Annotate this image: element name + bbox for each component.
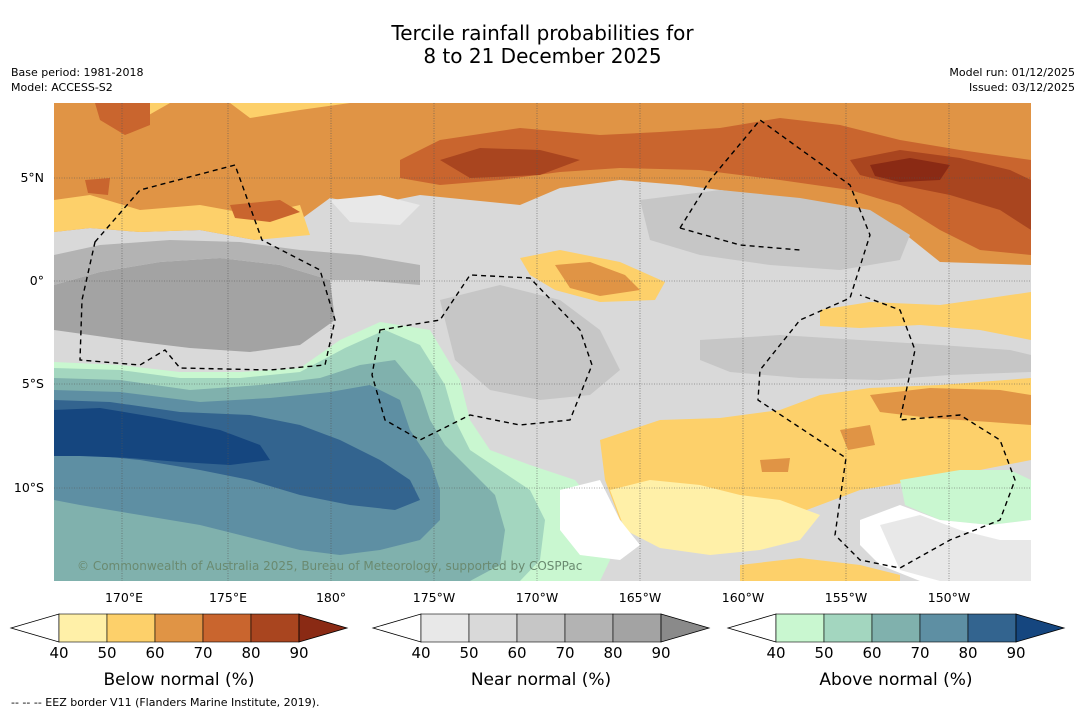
below-normal-colorbar-title: Below normal (%): [104, 670, 255, 690]
near-normal-colorbar-segment: [516, 613, 566, 643]
issued-date: Issued: 03/12/2025: [968, 81, 1075, 94]
near-normal-colorbar-title: Near normal (%): [471, 670, 611, 690]
above-normal-colorbar-min-arrow: [726, 613, 777, 643]
lon-label-175w: 175°W: [413, 590, 455, 605]
lat-label-5n: 5°N: [20, 170, 44, 185]
eez-legend-note: -- -- -- EEZ border V11 (Flanders Marine…: [11, 696, 320, 709]
graticule: [54, 103, 1031, 581]
below-normal-south-core: [760, 388, 1031, 472]
below-normal-colorbar-segment: [202, 613, 252, 643]
meta-right: Model run: 01/12/2025 Issued: 03/12/2025: [949, 65, 1075, 95]
above-normal-colorbar-tick: 50: [814, 644, 833, 662]
below-normal-colorbar-tick: 50: [97, 644, 116, 662]
below-normal-equatorial-core: [555, 262, 640, 296]
above-normal-colorbar-segment: [823, 613, 873, 643]
near-normal-colorbar-segment: [564, 613, 614, 643]
lon-label-170w: 170°W: [516, 590, 558, 605]
above-normal-colorbar-tick: 40: [766, 644, 785, 662]
above-normal-colorbar-segment: [967, 613, 1017, 643]
below-normal-east-band: [820, 292, 1031, 340]
lat-label-5s: 5°S: [22, 376, 44, 391]
above-normal-colorbar-tick: 60: [862, 644, 881, 662]
below-normal-colorbar-segment: [58, 613, 108, 643]
near-normal-colorbar-segment: [420, 613, 470, 643]
below-normal-south-bottom: [740, 558, 900, 581]
lat-label-0: 0°: [30, 273, 44, 288]
near-normal-colorbar-segment: [468, 613, 518, 643]
lon-label-165w: 165°W: [619, 590, 661, 605]
eez-borders: [79, 119, 1016, 569]
near-normal-east-core-2: [700, 335, 1031, 380]
below-normal-colorbar-tick: 70: [193, 644, 212, 662]
below-normal-colorbar-segment: [154, 613, 204, 643]
lat-axis-labels: 5°N 0° 5°S 10°S: [14, 170, 44, 495]
map-title: Tercile rainfall probabilities for 8 to …: [0, 22, 1085, 68]
white-area-south: [560, 480, 640, 560]
near-normal-colorbar-tick: 60: [507, 644, 526, 662]
base-period: Base period: 1981-2018: [11, 66, 144, 79]
title-line-1: Tercile rainfall probabilities for: [391, 21, 694, 45]
below-normal-colorbar-tick: 40: [49, 644, 68, 662]
below-normal-colorbar: 40 50 60 70 80 90 Below normal (%): [9, 613, 349, 690]
below-normal-colorbar-tick: 80: [241, 644, 260, 662]
below-normal-north-edge-light: [54, 103, 350, 240]
model-name: Model: ACCESS-S2: [11, 81, 113, 94]
above-normal-colorbar-max-arrow: [1015, 613, 1066, 643]
near-normal-east-core: [640, 190, 910, 270]
above-normal-colorbar: 40 50 60 70 80 90 Above normal (%): [726, 613, 1066, 690]
colorbars: 40 50 60 70 80 90 Below normal (%) 40 50 60 70 80 90…: [9, 613, 1066, 690]
above-normal-colorbar-segment: [871, 613, 921, 643]
below-normal-colorbar-tick: 90: [289, 644, 308, 662]
near-normal-west-ring: [54, 240, 420, 285]
above-normal-colorbar-segment: [775, 613, 825, 643]
above-normal-southeast: [900, 470, 1031, 525]
probability-field: [54, 103, 1031, 581]
near-normal-colorbar: 40 50 60 70 80 90 Near normal (%): [371, 613, 711, 690]
below-normal-colorbar-segment: [250, 613, 300, 643]
below-normal-colorbar-segment: [106, 613, 156, 643]
meta-left: Base period: 1981-2018 Model: ACCESS-S2: [11, 65, 143, 95]
lon-axis-labels: 170°E 175°E 180° 175°W 170°W 165°W 160°W…: [105, 590, 970, 605]
near-normal-southeast: [880, 515, 1031, 581]
above-normal-colorbar-tick: 80: [958, 644, 977, 662]
below-normal-colorbar-tick: 60: [145, 644, 164, 662]
near-normal-light-patch: [330, 195, 420, 225]
title-line-2: 8 to 21 December 2025: [423, 44, 662, 68]
lon-label-155w: 155°W: [825, 590, 867, 605]
below-normal-north-core: [400, 118, 1031, 255]
lon-label-150w: 150°W: [928, 590, 970, 605]
near-normal-central-core: [440, 285, 620, 400]
lat-label-10s: 10°S: [14, 480, 44, 495]
below-normal-colorbar-min-arrow: [9, 613, 60, 643]
lon-label-160w: 160°W: [722, 590, 764, 605]
near-normal-colorbar-tick: 40: [411, 644, 430, 662]
near-normal-colorbar-segment: [612, 613, 662, 643]
near-normal-west-core: [54, 258, 335, 352]
above-normal-colorbar-tick: 70: [910, 644, 929, 662]
model-run: Model run: 01/12/2025: [949, 66, 1075, 79]
near-normal-colorbar-max-arrow: [660, 613, 711, 643]
near-normal-colorbar-min-arrow: [371, 613, 422, 643]
above-normal-colorbar-tick: 90: [1006, 644, 1025, 662]
lon-label-180: 180°: [316, 590, 346, 605]
near-normal-colorbar-tick: 70: [555, 644, 574, 662]
above-normal-colorbar-segment: [919, 613, 969, 643]
above-normal-colorbar-title: Above normal (%): [819, 670, 972, 690]
near-normal-colorbar-tick: 90: [651, 644, 670, 662]
near-normal-colorbar-tick: 50: [459, 644, 478, 662]
below-normal-south-light: [610, 480, 820, 555]
below-normal-colorbar-max-arrow: [298, 613, 349, 643]
lon-label-175e: 175°E: [209, 590, 247, 605]
below-normal-north-max: [870, 158, 950, 182]
near-normal-colorbar-tick: 80: [603, 644, 622, 662]
above-normal-90: [54, 408, 270, 465]
lon-label-170e: 170°E: [105, 590, 143, 605]
copyright-credit: © Commonwealth of Australia 2025, Bureau…: [77, 559, 582, 573]
below-normal-northwest: [85, 103, 300, 222]
